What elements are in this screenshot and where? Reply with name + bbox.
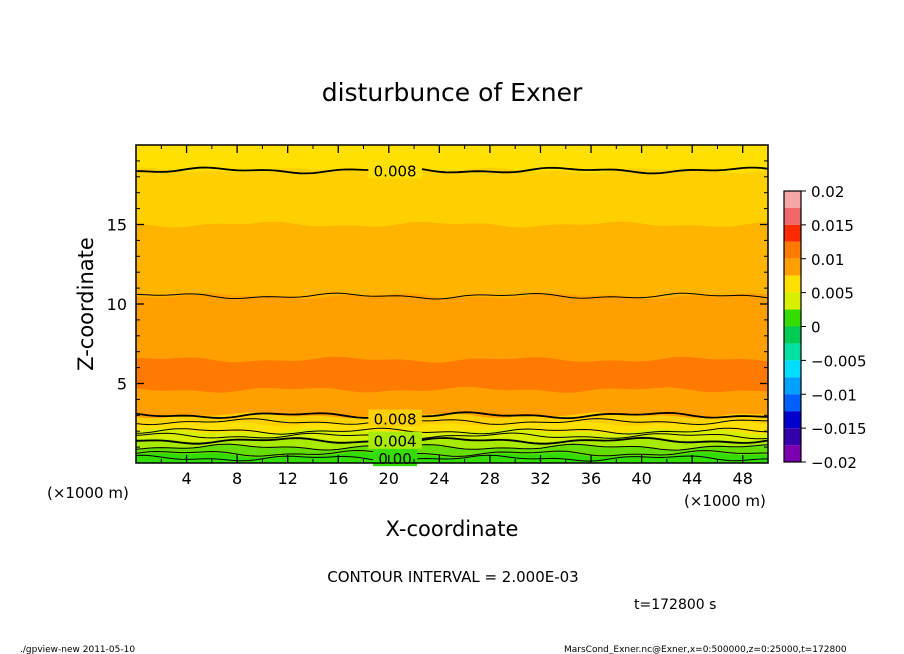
colorbar-band-2 [784,224,801,242]
y-axis-label: Z-coordinate [74,237,98,371]
colorbar-tick-label-0: 0.02 [811,183,844,201]
contour-label-bg-1 [368,409,422,427]
contour-label-3: 0.00 [378,450,411,468]
contour-line-6 [135,436,769,445]
high-value-regions [431,366,586,382]
contour-line-2 [135,411,769,420]
chart-title: disturbunce of Exner [322,78,583,107]
colorbar-band-14 [784,428,801,446]
y-tick-label-1: 10 [107,295,127,314]
contour-line-9 [135,454,769,462]
contour-line-4 [135,427,769,435]
y-axis-ticks: 5 10 15 [107,160,768,448]
blob-0 [431,366,475,382]
colorbar-band-8 [784,326,801,344]
x-tick-label-6: 28 [480,469,500,488]
colorbar-band-4 [784,258,801,276]
x-tick-label-9: 40 [631,469,651,488]
colorbar-band-11 [784,377,801,395]
footer-right: MarsCond_Exner.nc@Exner,x=0:500000,z=0:2… [564,645,847,654]
colorbar-tick-label-2: 0.01 [811,251,844,269]
colorbar-band-5 [784,275,801,293]
time-label: t=172800 s [634,597,716,613]
colorbar-band-7 [784,309,801,327]
colorbar-tick-label-5: −0.005 [811,352,867,370]
x-tick-label-1: 8 [232,469,242,488]
contour-line-8 [135,449,769,457]
x-tick-label-7: 32 [530,469,550,488]
x-tick-label-5: 24 [429,469,449,488]
layer-band-11 [136,452,768,463]
contour-line-5 [135,432,769,440]
x-tick-label-10: 44 [682,469,702,488]
colorbar-tick-label-4: 0 [811,319,821,337]
contour-line-3 [135,418,769,426]
colorbar-tick-label-6: −0.01 [811,386,857,404]
colorbar-tick-label-8: −0.02 [811,454,857,472]
colorbar-band-6 [784,292,801,310]
colorbar-tick-label-1: 0.015 [811,217,854,235]
contour-label-1: 0.008 [374,410,417,428]
contour-line-7 [135,443,769,451]
x-axis-ticks: 4 8 12 16 20 24 28 32 36 40 44 48 [160,145,753,488]
contour-label-bg-0 [368,161,422,179]
x-axis-label: X-coordinate [386,517,519,541]
x-tick-label-8: 36 [581,469,601,488]
colorbar-band-15 [784,445,801,462]
x-unit-label-left: (×1000 m) [47,484,129,502]
y-tick-label-0: 5 [117,375,127,394]
colorbar-band-12 [784,394,801,412]
contour-label-bg-3 [373,449,418,467]
contour-label-2: 0.004 [374,433,417,451]
x-unit-label-right: (×1000 m) [684,492,766,510]
x-tick-label-0: 4 [181,469,191,488]
contour-label-bg-2 [368,431,422,449]
x-tick-label-3: 16 [328,469,348,488]
contour-lines [135,166,769,462]
x-tick-label-4: 20 [379,469,399,488]
x-tick-label-11: 48 [733,469,753,488]
y-tick-label-2: 15 [107,216,127,235]
footer-left: ./gpview-new 2011-05-10 [20,645,135,654]
contour-interval-label: CONTOUR INTERVAL = 2.000E-03 [327,568,578,586]
colorbar-tick-label-7: −0.015 [811,420,867,438]
colorbar-band-10 [784,360,801,378]
contour-line-0 [135,166,769,175]
colorbar-band-0 [784,191,801,208]
colorbar: 0.02 0.015 0.01 0.005 0 −0.005 −0.01 −0.015 −0.0… [783,183,867,472]
colorbar-band-9 [784,343,801,361]
colorbar-band-13 [784,411,801,429]
plot-fill [136,145,768,463]
colorbar-tick-label-3: 0.005 [811,285,854,303]
contour-label-0: 0.008 [374,162,417,180]
colorbar-band-1 [784,207,801,225]
contour-line-1 [135,292,769,300]
blob-1 [521,366,586,382]
colorbar-band-3 [784,241,801,259]
x-tick-label-2: 12 [278,469,298,488]
